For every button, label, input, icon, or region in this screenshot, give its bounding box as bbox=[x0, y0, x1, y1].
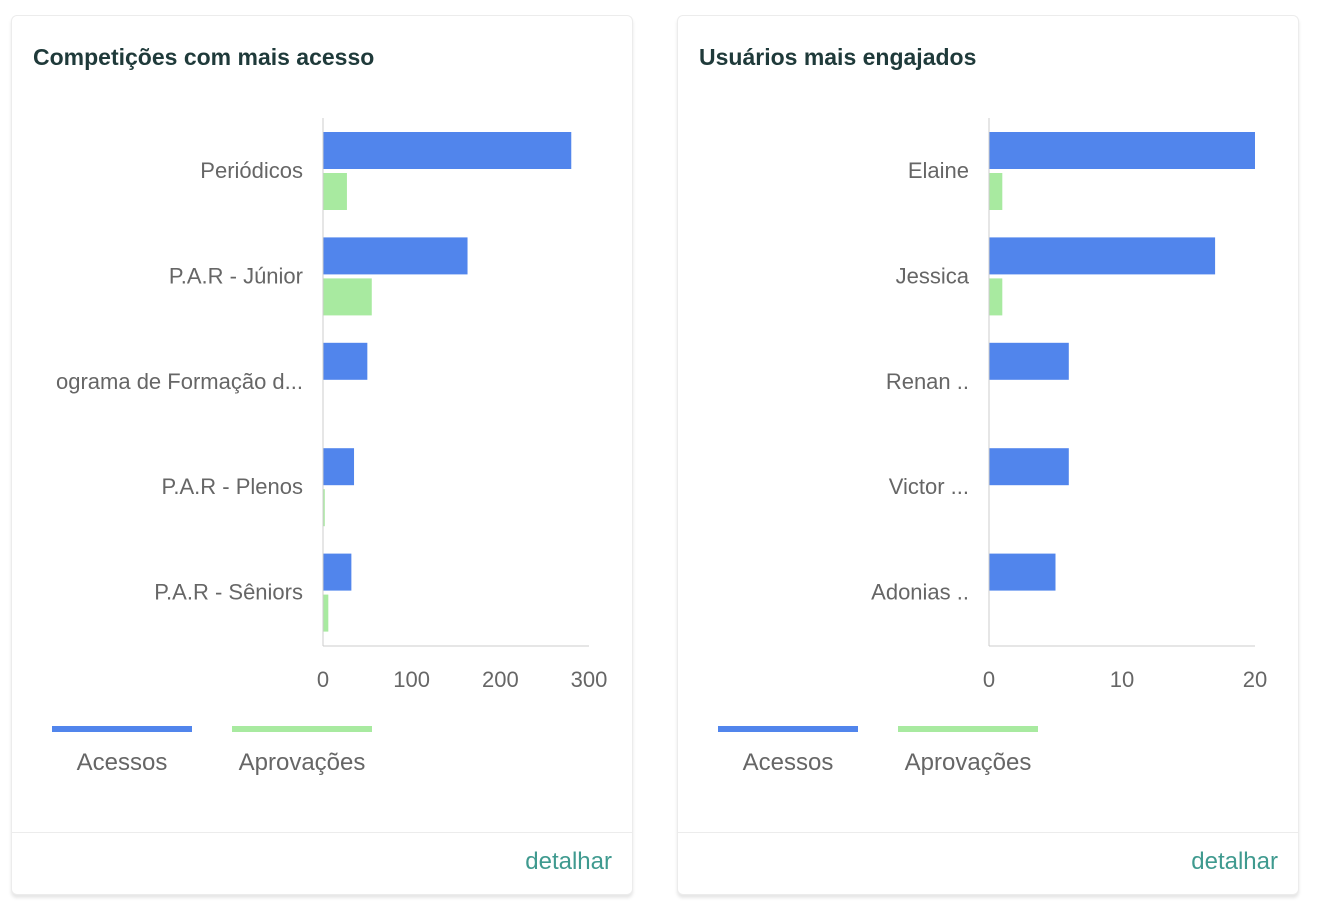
legend-swatch bbox=[232, 726, 372, 732]
bar-aprovacoes bbox=[323, 594, 329, 632]
x-tick-label: 0 bbox=[317, 667, 329, 692]
category-label: Periódicos bbox=[200, 158, 303, 183]
bar-acessos bbox=[989, 237, 1216, 275]
category-label: P.A.R - Plenos bbox=[162, 474, 303, 499]
legend-label: Aprovações bbox=[905, 749, 1032, 776]
bar-acessos bbox=[323, 342, 368, 380]
bar-aprovacoes bbox=[989, 278, 1003, 316]
x-tick-label: 100 bbox=[393, 667, 430, 692]
x-tick-label: 200 bbox=[482, 667, 519, 692]
bar-acessos bbox=[323, 237, 468, 275]
x-tick-label: 20 bbox=[1243, 667, 1267, 692]
category-label: Victor ... bbox=[889, 474, 969, 499]
legend-label: Acessos bbox=[743, 749, 834, 776]
bar-acessos bbox=[989, 553, 1056, 591]
category-label: Renan .. bbox=[886, 369, 969, 394]
usuarios-card: Usuários mais engajados Elaine Jessica Ren… bbox=[677, 15, 1299, 895]
bar-aprovacoes bbox=[323, 489, 325, 527]
bar-aprovacoes bbox=[323, 173, 347, 210]
legend-swatch bbox=[898, 726, 1038, 732]
bar-acessos bbox=[323, 132, 572, 169]
competicoes-chart: Periódicos P.A.R - Júnior ograma de Formaç… bbox=[52, 118, 608, 776]
category-label: Elaine bbox=[908, 158, 969, 183]
bar-acessos bbox=[989, 448, 1069, 486]
category-label: Adonias .. bbox=[871, 580, 969, 605]
card-title: Usuários mais engajados bbox=[699, 44, 977, 70]
category-label: P.A.R - Júnior bbox=[169, 263, 303, 288]
legend-swatch bbox=[52, 726, 192, 732]
bar-aprovacoes bbox=[989, 173, 1003, 210]
bar-acessos bbox=[989, 342, 1069, 380]
bar-aprovacoes bbox=[323, 278, 372, 316]
legend-swatch bbox=[718, 726, 858, 732]
detail-link[interactable]: detalhar bbox=[1191, 848, 1278, 875]
x-tick-label: 300 bbox=[571, 667, 608, 692]
card-title: Competições com mais acesso bbox=[33, 44, 375, 70]
category-label: P.A.R - Sêniors bbox=[154, 580, 303, 605]
x-tick-label: 0 bbox=[983, 667, 995, 692]
card-footer: detalhar bbox=[678, 832, 1298, 897]
legend-label: Acessos bbox=[77, 749, 168, 776]
usuarios-chart: Elaine Jessica Renan .. Victor ... Adonias .… bbox=[718, 118, 1267, 776]
competicoes-card: Competições com mais acesso Periódicos P.… bbox=[11, 15, 633, 895]
card-footer: detalhar bbox=[12, 832, 632, 897]
x-tick-label: 10 bbox=[1110, 667, 1134, 692]
legend-label: Aprovações bbox=[239, 749, 366, 776]
bar-acessos bbox=[323, 448, 355, 486]
category-label: Jessica bbox=[896, 263, 970, 288]
bar-acessos bbox=[323, 553, 352, 591]
detail-link[interactable]: detalhar bbox=[525, 848, 612, 875]
category-label: ograma de Formação d... bbox=[56, 369, 303, 394]
bar-acessos bbox=[989, 132, 1255, 169]
